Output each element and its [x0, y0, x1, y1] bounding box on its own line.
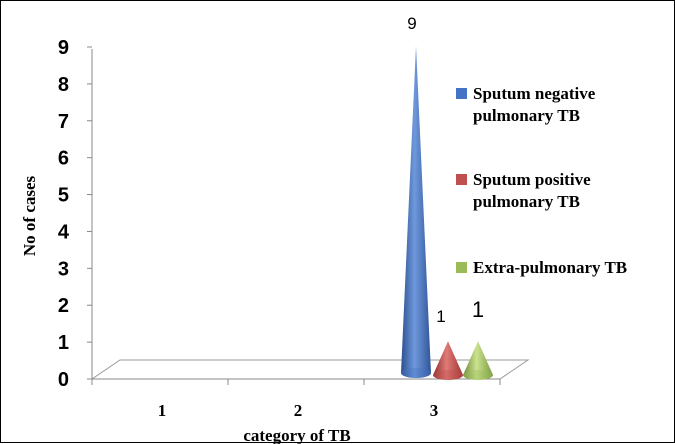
legend-label: Sputum negative	[473, 84, 596, 103]
legend-swatch	[456, 174, 467, 185]
y-tick-label: 1	[58, 332, 69, 354]
y-tick-label: 6	[58, 148, 69, 170]
cone-body	[433, 341, 463, 380]
x-tick-label: 2	[294, 401, 303, 420]
y-tick-label: 2	[58, 295, 69, 317]
y-tick-label: 9	[58, 37, 69, 59]
legend-label: pulmonary TB	[473, 106, 580, 125]
x-tick-label: 3	[430, 401, 439, 420]
x-tick-label: 1	[158, 401, 167, 420]
cone-body	[463, 341, 493, 380]
legend-item: Sputum positive pulmonary TB	[456, 170, 591, 211]
cone-series-group: 9 1 1	[401, 14, 493, 380]
legend-swatch	[456, 88, 467, 99]
data-label: 1	[472, 297, 484, 322]
legend-item: Sputum negative pulmonary TB	[456, 84, 596, 125]
x-axis-title: category of TB	[243, 426, 350, 444]
data-label: 1	[436, 307, 445, 326]
y-axis-title: No of cases	[20, 175, 39, 256]
y-tick-label: 5	[58, 185, 69, 207]
y-tick-label: 3	[58, 258, 69, 280]
cone-3-category-3	[463, 341, 493, 380]
y-tick-label: 8	[58, 74, 69, 96]
legend-label: Extra-pulmonary TB	[473, 258, 627, 277]
legend-item: Extra-pulmonary TB	[456, 258, 627, 277]
legend-label: pulmonary TB	[473, 192, 580, 211]
x-tick-group: 1 2 3	[91, 379, 501, 420]
y-tick-label: 4	[58, 221, 70, 243]
cone-base	[401, 368, 431, 378]
cone-2-category-3	[433, 341, 463, 380]
cone-base	[463, 370, 493, 380]
data-label: 9	[407, 14, 416, 33]
cone-base	[433, 370, 463, 380]
cone-1-category-3	[401, 45, 431, 379]
legend-swatch	[456, 262, 467, 273]
y-tick-label: 7	[58, 111, 69, 133]
legend-label: Sputum positive	[473, 170, 591, 189]
chart-floor	[90, 359, 530, 380]
cone-body	[401, 45, 431, 379]
y-tick-label: 0	[58, 369, 69, 391]
y-tick-group: 0 1 2 3 4 5 6 7 8 9	[58, 37, 92, 391]
